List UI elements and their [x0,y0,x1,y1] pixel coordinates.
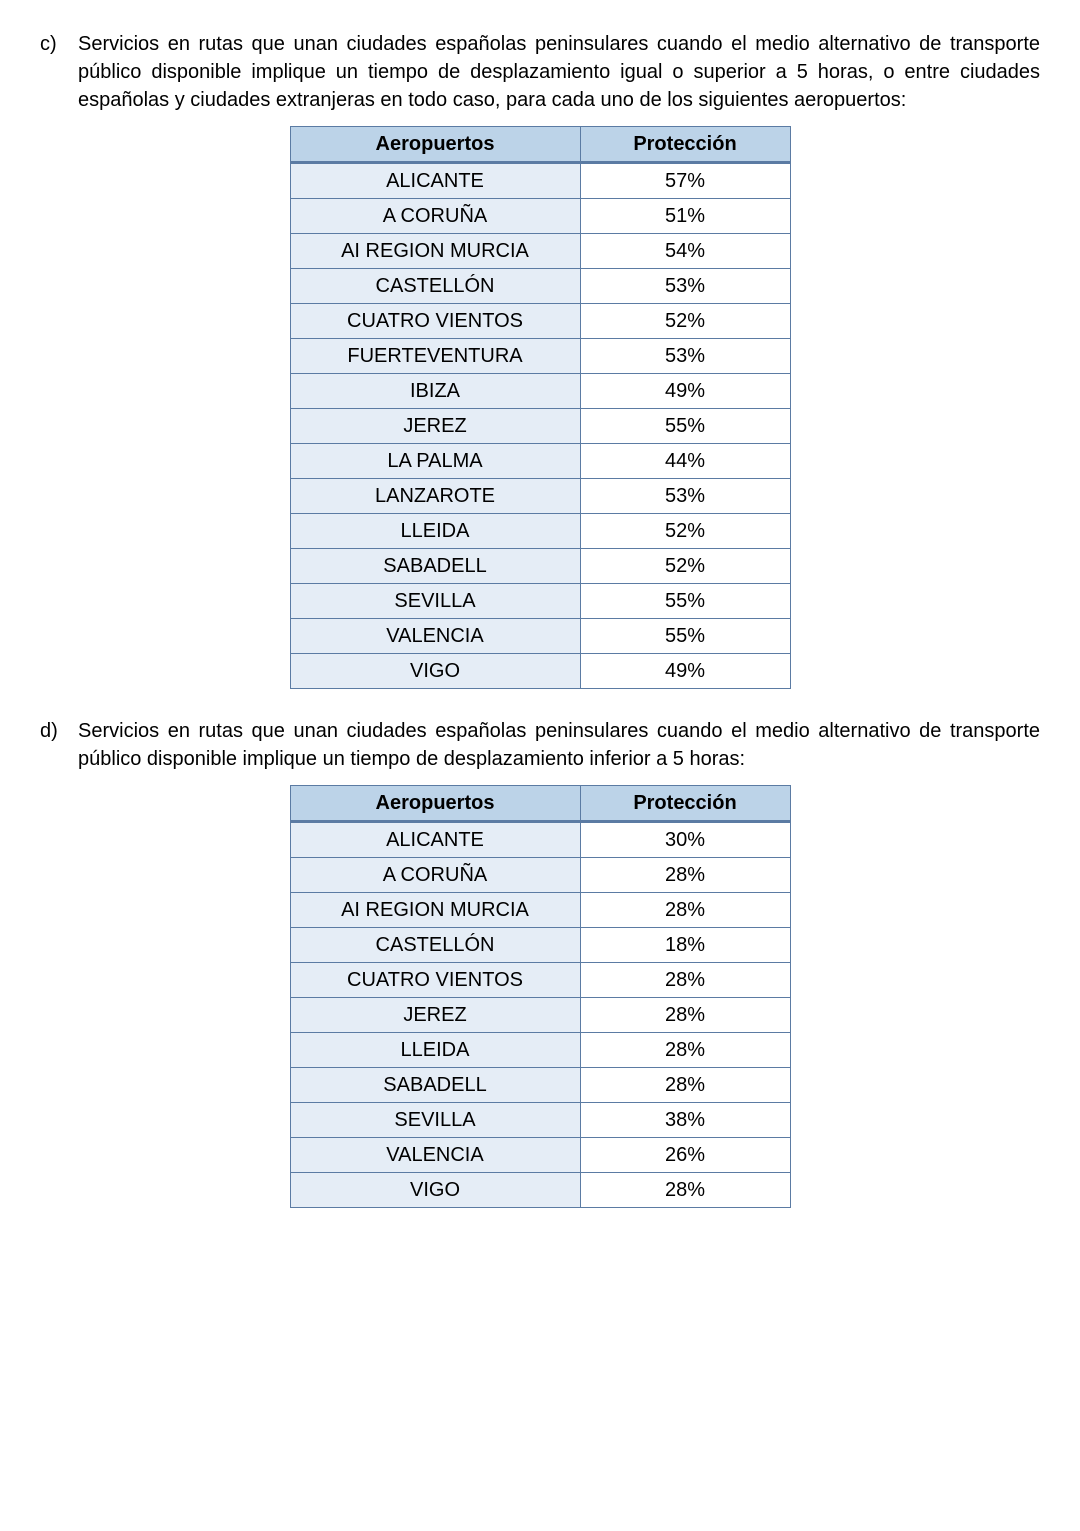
protection-cell: 53% [580,339,790,374]
airport-protection-table: AeropuertosProtecciónALICANTE30%A CORUÑA… [290,785,791,1208]
airport-cell: SEVILLA [290,1103,580,1138]
table-row: JEREZ28% [290,998,790,1033]
protection-cell: 49% [580,374,790,409]
protection-cell: 52% [580,514,790,549]
protection-cell: 30% [580,822,790,858]
protection-cell: 28% [580,893,790,928]
table-row: A CORUÑA51% [290,199,790,234]
protection-cell: 18% [580,928,790,963]
airport-cell: VALENCIA [290,1138,580,1173]
airport-cell: AI REGION MURCIA [290,234,580,269]
protection-cell: 28% [580,998,790,1033]
table-row: LANZAROTE53% [290,479,790,514]
protection-cell: 57% [580,163,790,199]
protection-cell: 52% [580,304,790,339]
protection-cell: 28% [580,1033,790,1068]
table-row: LLEIDA52% [290,514,790,549]
table-header-row: AeropuertosProtección [290,127,790,163]
item-marker: d) [40,717,78,745]
protection-cell: 54% [580,234,790,269]
table-header-row: AeropuertosProtección [290,786,790,822]
column-header: Protección [580,786,790,822]
table-row: SABADELL52% [290,549,790,584]
table-row: CASTELLÓN18% [290,928,790,963]
list-item: c)Servicios en rutas que unan ciudades e… [40,30,1040,114]
item-text: Servicios en rutas que unan ciudades esp… [78,30,1040,114]
table-row: CUATRO VIENTOS52% [290,304,790,339]
column-header: Protección [580,127,790,163]
table-row: SEVILLA38% [290,1103,790,1138]
column-header: Aeropuertos [290,127,580,163]
table-row: JEREZ55% [290,409,790,444]
table-row: CASTELLÓN53% [290,269,790,304]
airport-cell: CASTELLÓN [290,269,580,304]
airport-cell: SABADELL [290,1068,580,1103]
table-row: VALENCIA26% [290,1138,790,1173]
protection-cell: 28% [580,1068,790,1103]
airport-cell: ALICANTE [290,163,580,199]
table-container: AeropuertosProtecciónALICANTE30%A CORUÑA… [40,785,1040,1208]
protection-cell: 51% [580,199,790,234]
table-row: ALICANTE30% [290,822,790,858]
table-row: IBIZA49% [290,374,790,409]
protection-cell: 53% [580,269,790,304]
table-row: VIGO49% [290,654,790,689]
airport-cell: AI REGION MURCIA [290,893,580,928]
airport-cell: JEREZ [290,409,580,444]
table-row: CUATRO VIENTOS28% [290,963,790,998]
airport-cell: A CORUÑA [290,858,580,893]
protection-cell: 53% [580,479,790,514]
table-container: AeropuertosProtecciónALICANTE57%A CORUÑA… [40,126,1040,689]
table-row: SEVILLA55% [290,584,790,619]
table-row: ALICANTE57% [290,163,790,199]
table-row: LLEIDA28% [290,1033,790,1068]
section-c: c)Servicios en rutas que unan ciudades e… [40,30,1040,689]
table-row: LA PALMA44% [290,444,790,479]
table-row: FUERTEVENTURA53% [290,339,790,374]
airport-cell: JEREZ [290,998,580,1033]
item-text: Servicios en rutas que unan ciudades esp… [78,717,1040,773]
airport-cell: LA PALMA [290,444,580,479]
section-d: d)Servicios en rutas que unan ciudades e… [40,717,1040,1208]
protection-cell: 38% [580,1103,790,1138]
table-row: SABADELL28% [290,1068,790,1103]
protection-cell: 28% [580,858,790,893]
table-row: A CORUÑA28% [290,858,790,893]
airport-cell: ALICANTE [290,822,580,858]
item-marker: c) [40,30,78,58]
airport-cell: LLEIDA [290,1033,580,1068]
protection-cell: 55% [580,584,790,619]
airport-cell: CUATRO VIENTOS [290,304,580,339]
protection-cell: 26% [580,1138,790,1173]
protection-cell: 55% [580,409,790,444]
table-row: AI REGION MURCIA54% [290,234,790,269]
airport-cell: FUERTEVENTURA [290,339,580,374]
airport-cell: A CORUÑA [290,199,580,234]
column-header: Aeropuertos [290,786,580,822]
airport-cell: SABADELL [290,549,580,584]
airport-protection-table: AeropuertosProtecciónALICANTE57%A CORUÑA… [290,126,791,689]
protection-cell: 52% [580,549,790,584]
list-item: d)Servicios en rutas que unan ciudades e… [40,717,1040,773]
table-row: VALENCIA55% [290,619,790,654]
airport-cell: VIGO [290,1173,580,1208]
airport-cell: VALENCIA [290,619,580,654]
table-row: VIGO28% [290,1173,790,1208]
table-row: AI REGION MURCIA28% [290,893,790,928]
airport-cell: IBIZA [290,374,580,409]
airport-cell: CUATRO VIENTOS [290,963,580,998]
protection-cell: 49% [580,654,790,689]
protection-cell: 28% [580,1173,790,1208]
airport-cell: SEVILLA [290,584,580,619]
airport-cell: CASTELLÓN [290,928,580,963]
protection-cell: 44% [580,444,790,479]
protection-cell: 28% [580,963,790,998]
protection-cell: 55% [580,619,790,654]
airport-cell: LANZAROTE [290,479,580,514]
airport-cell: VIGO [290,654,580,689]
airport-cell: LLEIDA [290,514,580,549]
